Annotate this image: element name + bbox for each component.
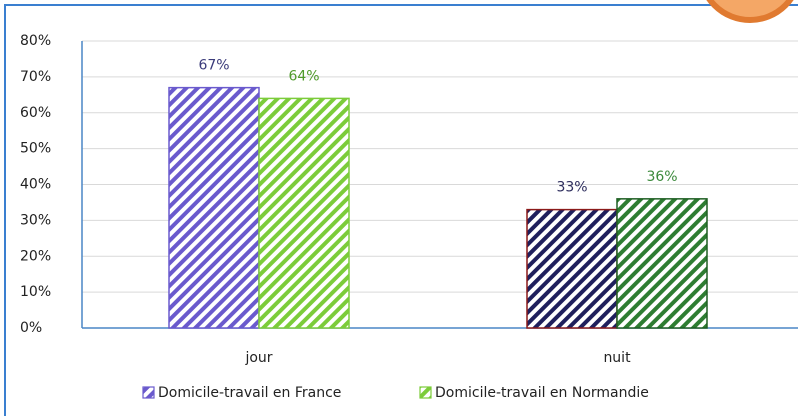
legend-label: Domicile-travail en Normandie bbox=[435, 385, 649, 401]
data-label: 36% bbox=[646, 169, 677, 185]
y-tick-label: 10% bbox=[20, 284, 51, 300]
y-tick-label: 30% bbox=[20, 212, 51, 228]
x-tick-label: jour bbox=[244, 350, 272, 366]
legend-swatch bbox=[420, 387, 431, 398]
data-label: 64% bbox=[288, 68, 319, 84]
bar bbox=[259, 98, 349, 328]
x-tick-label: nuit bbox=[603, 350, 631, 366]
bar bbox=[169, 88, 259, 328]
data-label: 67% bbox=[198, 58, 229, 74]
page: 0% 10% 20% 30% 40% 50% 60% 70% 80% jour 67% 64% nuit… bbox=[0, 0, 798, 416]
y-tick-label: 70% bbox=[20, 69, 51, 85]
y-tick-label: 0% bbox=[20, 320, 42, 336]
data-label: 33% bbox=[556, 180, 587, 196]
y-tick-label: 50% bbox=[20, 141, 51, 157]
y-tick-label: 60% bbox=[20, 105, 51, 121]
y-tick-label: 20% bbox=[20, 248, 51, 264]
bar bbox=[617, 199, 707, 328]
chart: 0% 10% 20% 30% 40% 50% 60% 70% 80% jour 67% 64% nuit… bbox=[0, 0, 798, 416]
legend-label: Domicile-travail en France bbox=[158, 385, 341, 401]
y-tick-label: 80% bbox=[20, 33, 51, 49]
y-tick-label: 40% bbox=[20, 177, 51, 193]
legend-swatch bbox=[143, 387, 154, 398]
bar bbox=[527, 210, 617, 328]
